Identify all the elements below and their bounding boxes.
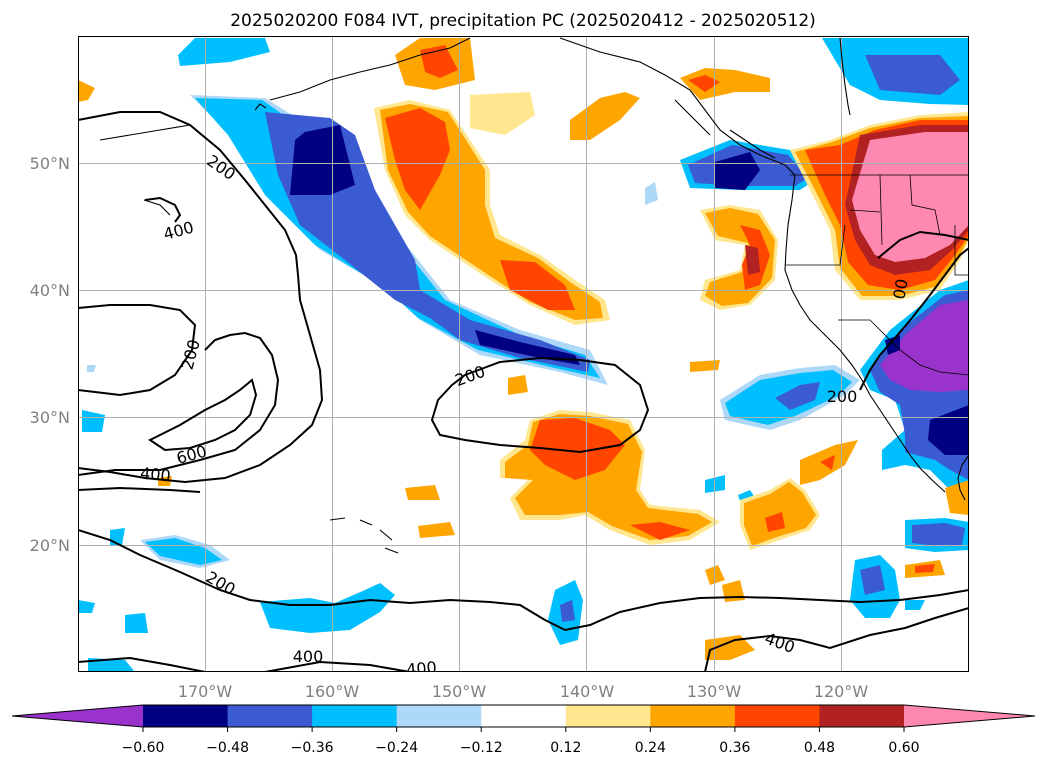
- colorbar-cell: [650, 705, 736, 727]
- pos-east-6: [945, 480, 969, 515]
- lon-label-150w: 150°W: [432, 682, 487, 701]
- pos-east-red: [765, 512, 785, 532]
- political-borders: [786, 174, 969, 376]
- pos-left-edge: [78, 80, 95, 102]
- ivt-contours: [78, 111, 969, 672]
- neg-bc-dark: [715, 152, 760, 190]
- lat-label-20n: 20°N: [30, 536, 70, 555]
- neg-band-dark: [290, 125, 355, 195]
- colorbar-tick-label: −0.48: [206, 740, 249, 756]
- colorbar-cell: [396, 705, 482, 727]
- colorbar-tick-label: 0.12: [550, 740, 581, 756]
- neg-blob-11: [905, 600, 925, 610]
- pos-sub-blob-4: [690, 360, 720, 372]
- colorbar-tick-label: −0.12: [460, 740, 503, 756]
- pos-ridge-red: [385, 108, 450, 210]
- contour-label: 00: [889, 277, 911, 300]
- contour-label: 400: [293, 647, 324, 666]
- neg-blob-1: [110, 528, 125, 545]
- colorbar-tick-label: −0.60: [122, 740, 165, 756]
- lon-label-170w: 170°W: [178, 682, 233, 701]
- colorbar: −0.60 −0.48 −0.36 −0.24 −0.12 0.12 0.24 0.36 0.4…: [11, 704, 1036, 756]
- colorbar-tick-label: 0.36: [719, 740, 750, 756]
- neg-band-dark-2: [475, 330, 580, 365]
- contour-label: 200: [827, 387, 858, 406]
- colorbar-extend-max: [904, 705, 1035, 727]
- lon-label-130w: 130°W: [687, 682, 742, 701]
- chart-title: 2025020200 F084 IVT, precipitation PC (2…: [230, 11, 816, 31]
- neg-blob-2b: [145, 538, 222, 565]
- precip-pc-shading: [78, 38, 969, 672]
- neg-blob-sw-1: [82, 410, 105, 432]
- colorbar-cell: [143, 705, 229, 727]
- pos-east-5-red: [915, 564, 935, 573]
- colorbar-tick-label: −0.24: [375, 740, 418, 756]
- lat-label-40n: 40°N: [30, 281, 70, 300]
- lon-label-120w: 120°W: [814, 682, 869, 701]
- map-gridlines: [78, 36, 969, 672]
- colorbar-tick-label: 0.60: [888, 740, 919, 756]
- neg-top-right-mid: [865, 55, 960, 95]
- lon-label-160w: 160°W: [305, 682, 360, 701]
- pos-ridge-top-outer: [470, 92, 535, 135]
- colorbar-cell: [565, 705, 651, 727]
- neg-top-left: [178, 38, 270, 66]
- pos-top-right-red: [688, 75, 720, 92]
- neg-sw-dark-2: [885, 335, 900, 355]
- neg-blob-9b: [860, 565, 885, 595]
- colorbar-cell: [734, 705, 820, 727]
- pos-pnw-pink: [852, 132, 969, 262]
- colorbar-extend-min: [12, 705, 143, 727]
- pos-sub-blob-1: [508, 375, 528, 395]
- pos-gulf-ak: [570, 92, 640, 140]
- contour-label: 400: [139, 464, 171, 486]
- pos-sub-blob-3: [418, 522, 455, 538]
- lat-label-50n: 50°N: [30, 154, 70, 173]
- colorbar-cell: [312, 705, 398, 727]
- map-panel: 200 400 200 600 400 200 200 00 200 400 4…: [78, 36, 969, 680]
- neg-blob-12: [88, 658, 135, 672]
- lon-label-140w: 140°W: [560, 682, 615, 701]
- map-frame: [78, 36, 969, 672]
- pos-sub-red-2: [630, 522, 690, 540]
- pos-sub-red: [530, 418, 625, 480]
- contour-label: 400: [405, 658, 437, 680]
- colorbar-cell: [819, 705, 905, 727]
- colorbar-cell: [481, 705, 567, 727]
- pos-east-2-red: [820, 455, 835, 470]
- neg-blob-14: [645, 182, 658, 205]
- coastlines: [99, 37, 969, 554]
- neg-blob-5: [78, 600, 95, 613]
- lat-label-30n: 30°N: [30, 408, 70, 427]
- colorbar-cell: [227, 705, 313, 727]
- latitude-labels: 20°N 30°N 40°N 50°N: [30, 154, 70, 555]
- neg-blob-10b: [912, 523, 965, 546]
- pos-ridge-red-2: [500, 260, 575, 310]
- pos-sub-blob-2: [405, 485, 440, 500]
- colorbar-tick-label: 0.48: [804, 740, 835, 756]
- neg-subtrop-mid: [775, 382, 820, 410]
- neg-blob-13: [87, 365, 96, 372]
- colorbar-tick-label: −0.36: [291, 740, 334, 756]
- neg-blob-4: [125, 613, 148, 633]
- neg-sw-purple: [880, 300, 969, 392]
- pos-east-8: [705, 635, 755, 660]
- neg-blob-6b: [560, 600, 575, 622]
- colorbar-tick-label: 0.24: [635, 740, 666, 756]
- neg-blob-3: [260, 583, 395, 633]
- pos-hook-darkred: [745, 245, 760, 275]
- longitude-labels: 170°W 160°W 150°W 140°W 130°W 120°W: [178, 682, 869, 701]
